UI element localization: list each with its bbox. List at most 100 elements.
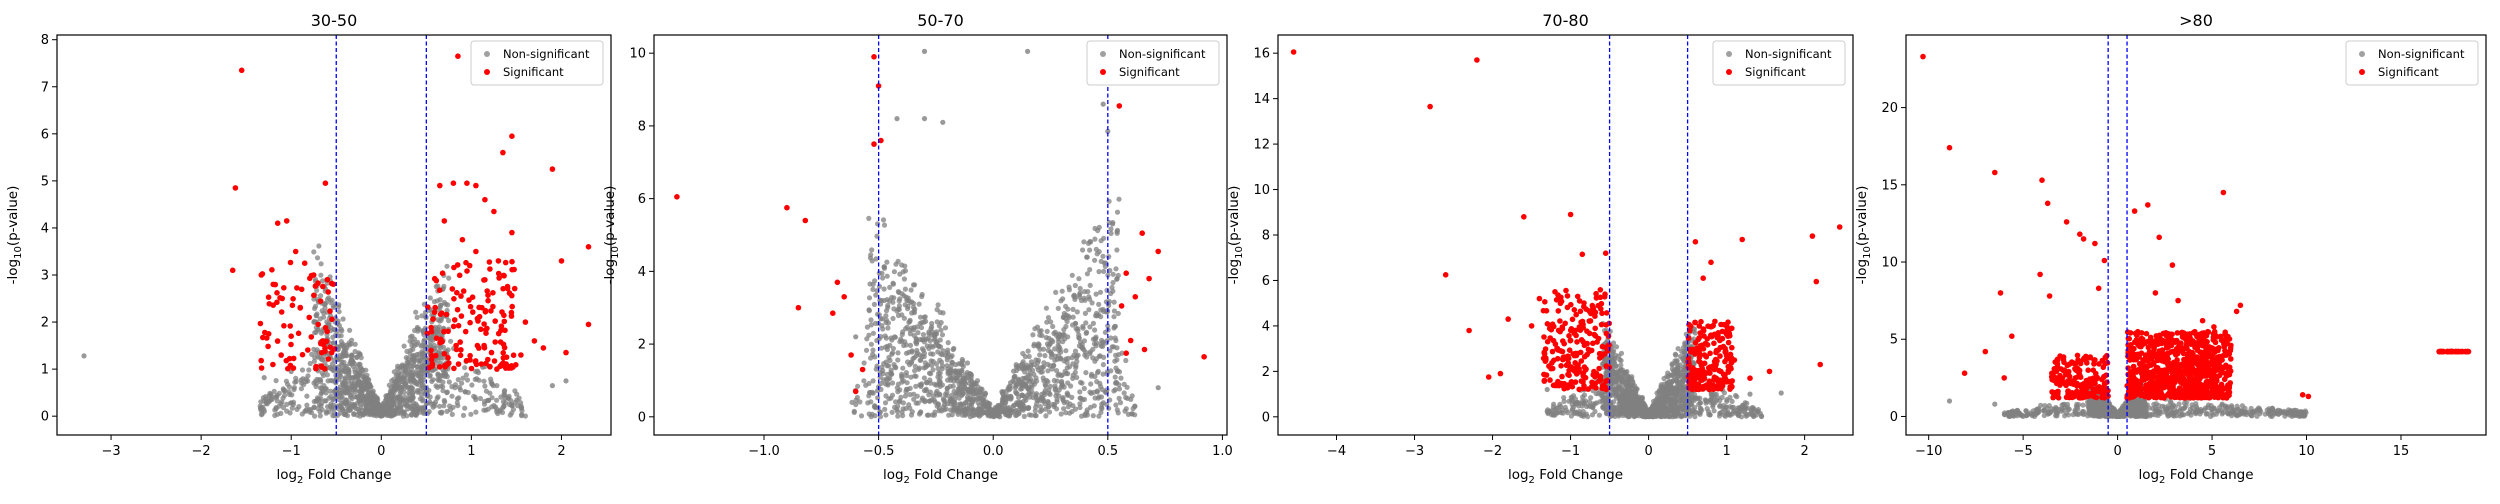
nonsignificant-point [1048, 384, 1053, 389]
nonsignificant-point [877, 336, 882, 341]
nonsignificant-point [1698, 400, 1703, 405]
nonsignificant-point [318, 377, 323, 382]
nonsignificant-point [1666, 381, 1671, 386]
nonsignificant-point [1052, 358, 1057, 363]
nonsignificant-point [1020, 393, 1025, 398]
significant-point [455, 53, 461, 59]
nonsignificant-point [901, 400, 906, 405]
significant-point [299, 287, 305, 293]
significant-point [466, 297, 472, 303]
nonsignificant-point [343, 397, 348, 402]
significant-point [1581, 383, 1587, 389]
nonsignificant-point [945, 378, 950, 383]
nonsignificant-point [1028, 377, 1033, 382]
nonsignificant-point [1116, 273, 1121, 278]
nonsignificant-point [368, 393, 373, 398]
significant-point [473, 183, 479, 189]
nonsignificant-point [961, 380, 966, 385]
nonsignificant-point [903, 268, 908, 273]
nonsignificant-point [291, 402, 296, 407]
nonsignificant-point [1642, 405, 1647, 410]
nonsignificant-point [1056, 336, 1061, 341]
nonsignificant-point [315, 328, 320, 333]
nonsignificant-point [1101, 355, 1106, 360]
nonsignificant-point [1722, 390, 1727, 395]
nonsignificant-point [494, 383, 499, 388]
nonsignificant-point [304, 403, 309, 408]
nonsignificant-point [1003, 395, 1008, 400]
nonsignificant-point [879, 365, 884, 370]
significant-point [1581, 300, 1587, 306]
nonsignificant-point [912, 282, 917, 287]
nonsignificant-point [320, 308, 325, 313]
nonsignificant-point [463, 389, 468, 394]
significant-point [230, 268, 236, 274]
significant-point [1726, 340, 1732, 346]
nonsignificant-point [1673, 352, 1678, 357]
significant-point [319, 350, 325, 356]
nonsignificant-point [1642, 410, 1647, 415]
nonsignificant-point [304, 394, 309, 399]
nonsignificant-point [1600, 399, 1605, 404]
nonsignificant-point [288, 410, 293, 415]
nonsignificant-point [293, 376, 298, 381]
nonsignificant-point [1080, 247, 1085, 252]
nonsignificant-point [1664, 390, 1669, 395]
nonsignificant-point [1044, 378, 1049, 383]
nonsignificant-point [435, 372, 440, 377]
nonsignificant-point [1113, 266, 1118, 271]
nonsignificant-point [1117, 396, 1122, 401]
nonsignificant-point [875, 388, 880, 393]
nonsignificant-point [344, 364, 349, 369]
nonsignificant-point [872, 302, 877, 307]
nonsignificant-point [1006, 411, 1011, 416]
nonsignificant-point [1033, 357, 1038, 362]
nonsignificant-point [316, 397, 321, 402]
nonsignificant-point [875, 312, 880, 317]
nonsignificant-point [1073, 283, 1078, 288]
nonsignificant-point [1626, 387, 1631, 392]
nonsignificant-point [347, 328, 352, 333]
significant-point [296, 331, 302, 337]
significant-point [1729, 345, 1735, 351]
nonsignificant-point [868, 317, 873, 322]
nonsignificant-point [1054, 406, 1059, 411]
significant-point [325, 277, 331, 283]
nonsignificant-point [300, 411, 305, 416]
significant-point [509, 133, 515, 139]
nonsignificant-point [932, 382, 937, 387]
nonsignificant-point [1725, 409, 1730, 414]
nonsignificant-point [1601, 405, 1606, 410]
nonsignificant-point [940, 332, 945, 337]
nonsignificant-point [331, 303, 336, 308]
nonsignificant-point [312, 306, 317, 311]
significant-point [1575, 294, 1581, 300]
significant-point [450, 286, 456, 292]
nonsignificant-point [1620, 374, 1625, 379]
nonsignificant-point [1088, 239, 1093, 244]
significant-point [1565, 382, 1571, 388]
nonsignificant-point [523, 413, 528, 418]
significant-point [434, 278, 440, 284]
nonsignificant-point [895, 404, 900, 409]
nonsignificant-point [1095, 228, 1100, 233]
significant-point [1559, 299, 1565, 305]
nonsignificant-point [1020, 351, 1025, 356]
significant-point [1598, 351, 1604, 357]
nonsignificant-point [481, 379, 486, 384]
nonsignificant-point [1052, 383, 1057, 388]
significant-point [437, 364, 443, 370]
significant-point [848, 352, 854, 358]
nonsignificant-point [1676, 398, 1681, 403]
significant-point [473, 358, 479, 364]
nonsignificant-point [398, 394, 403, 399]
nonsignificant-point [1084, 331, 1089, 336]
nonsignificant-point [340, 354, 345, 359]
significant-point [1603, 363, 1609, 369]
nonsignificant-point [1564, 408, 1569, 413]
nonsignificant-point [954, 375, 959, 380]
significant-point [487, 259, 493, 265]
nonsignificant-point [417, 359, 422, 364]
